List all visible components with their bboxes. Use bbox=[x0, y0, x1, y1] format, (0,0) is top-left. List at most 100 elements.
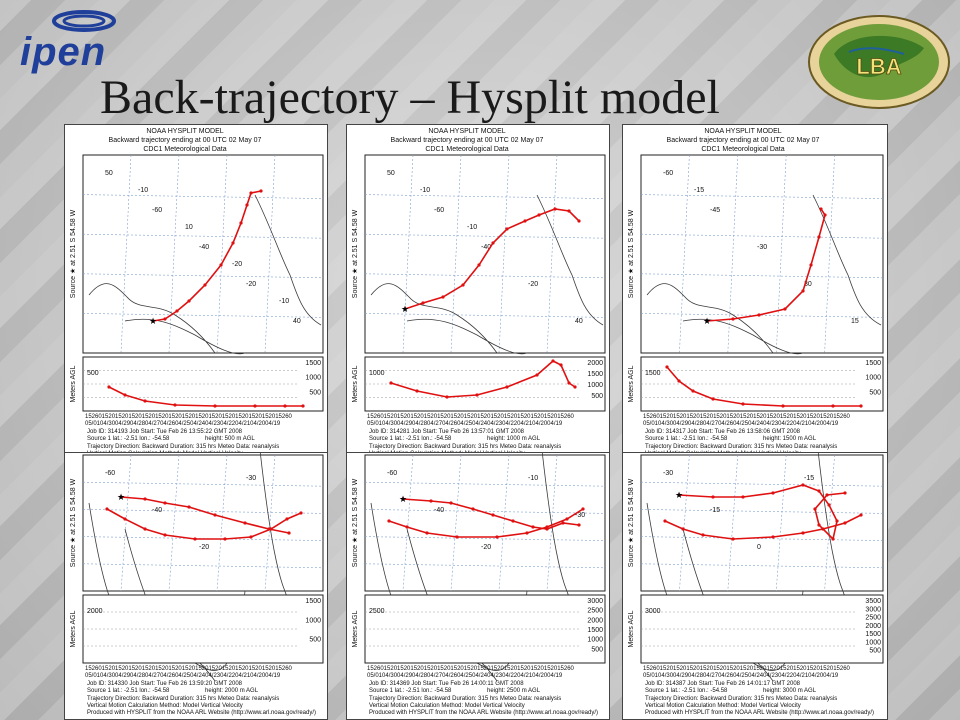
trajectory-point bbox=[801, 289, 805, 293]
trajectory-point bbox=[531, 525, 535, 529]
meters-agl-label: Meters AGL bbox=[352, 610, 359, 647]
profile-tick-label: 500 bbox=[591, 646, 603, 653]
meters-agl-label: Meters AGL bbox=[70, 365, 77, 402]
trajectory-point bbox=[429, 499, 433, 503]
produced-by-line: Produced with HYSPLIT from the NOAA ARL … bbox=[87, 710, 316, 716]
trajectory-point bbox=[287, 531, 291, 535]
trajectory-point bbox=[505, 227, 509, 231]
profile-point bbox=[677, 379, 681, 383]
trajectory-point bbox=[577, 219, 581, 223]
map-gridline bbox=[727, 454, 739, 592]
produced-by-line: Produced with HYSPLIT from the NOAA ARL … bbox=[369, 710, 598, 716]
trajectory-point bbox=[817, 489, 821, 493]
profile-tick-label: 500 bbox=[869, 648, 881, 655]
map-frame bbox=[82, 154, 324, 354]
map-grid-label: -10 bbox=[467, 224, 477, 231]
source-coords-line: Source 1 lat.: -2.51 lon.: -54.58 bbox=[369, 688, 452, 694]
lba-logo: LBA bbox=[804, 12, 954, 112]
source-coords-line: Source 1 lat.: -2.51 lon.: -54.58 bbox=[645, 436, 728, 442]
profile-tick-label: 3000 bbox=[587, 598, 603, 605]
trajectory-point bbox=[231, 241, 235, 245]
map-grid-label: -15 bbox=[804, 475, 814, 482]
map-grid-label: -30 bbox=[246, 475, 256, 482]
trajectory-direction-line: Trajectory Direction: Backward Duration:… bbox=[87, 696, 279, 702]
source-star-icon: ★ bbox=[399, 494, 407, 504]
trajectory-point bbox=[175, 309, 179, 313]
map-gridline bbox=[640, 313, 884, 318]
map-gridline bbox=[120, 454, 132, 592]
trajectory-point bbox=[461, 283, 465, 287]
release-height-line: height: 3000 m AGL bbox=[763, 688, 817, 694]
trajectory-point bbox=[711, 495, 715, 499]
source-coords-line: Source 1 lat.: -2.51 lon.: -54.58 bbox=[87, 436, 170, 442]
map-grid-label: -40 bbox=[199, 244, 209, 251]
profile-point bbox=[405, 525, 409, 529]
profile-point bbox=[559, 363, 563, 367]
trajectory-point bbox=[553, 207, 557, 211]
map-grid-label: -45 bbox=[710, 207, 720, 214]
trajectory-panel-5: -60 -40 -20 -10 -30 ★ Source ★ at 2.51 S 54.58… bbox=[346, 452, 610, 720]
time-axis-labels: 1526015201520152015201520152015201520152… bbox=[643, 414, 851, 420]
trajectory-point bbox=[523, 219, 527, 223]
source-star-icon: ★ bbox=[675, 490, 683, 500]
trajectory-point bbox=[537, 213, 541, 217]
trajectory-point bbox=[243, 521, 247, 525]
panel-graphic: NOAA HYSPLIT MODEL Backward trajectory en… bbox=[69, 128, 324, 455]
source-star-icon: ★ bbox=[401, 304, 409, 314]
panel-model-title: NOAA HYSPLIT MODEL bbox=[146, 128, 223, 135]
map-gridline bbox=[775, 454, 787, 592]
map-gridline bbox=[82, 273, 324, 279]
trajectory-point bbox=[245, 203, 249, 207]
map-gridline bbox=[216, 454, 228, 592]
ipen-logo-text: ipen bbox=[20, 30, 107, 74]
meters-agl-label: Meters AGL bbox=[352, 365, 359, 402]
trajectory-panel-6: -30 -15 0 -15 ★ Source ★ at 2.51 S 54.58 W Met… bbox=[622, 452, 888, 720]
date-axis-labels: 05/0104/3004/2904/2804/2704/2604/2504/24… bbox=[367, 421, 563, 427]
profile-point bbox=[781, 404, 785, 408]
profile-point bbox=[731, 537, 735, 541]
profile-point bbox=[455, 535, 459, 539]
map-gridline bbox=[824, 454, 835, 592]
trajectory-point bbox=[203, 283, 207, 287]
map-frame bbox=[364, 154, 606, 354]
source-label: Source ★ at 2.51 S 54.58 W bbox=[351, 209, 359, 298]
ipen-logo: ipen bbox=[14, 8, 134, 74]
source-star-icon: ★ bbox=[117, 492, 125, 502]
profile-tick-label: 1500 bbox=[865, 631, 881, 638]
profile-point bbox=[285, 517, 289, 521]
profile-point bbox=[859, 513, 863, 517]
trajectory-direction-line: Trajectory Direction: Backward Duration:… bbox=[369, 696, 561, 702]
profile-point bbox=[143, 399, 147, 403]
profile-point bbox=[535, 373, 539, 377]
map-grid-label: -15 bbox=[710, 507, 720, 514]
profile-point bbox=[681, 527, 685, 531]
profile-point bbox=[163, 533, 167, 537]
date-axis-labels: 05/0104/3004/2904/2804/2704/2604/2504/24… bbox=[85, 673, 281, 679]
profile-tick-label: 500 bbox=[309, 637, 321, 644]
job-id-line: Job ID: 314387 Job Start: Tue Feb 26 14:… bbox=[645, 681, 801, 687]
map-gridline bbox=[498, 454, 510, 592]
profile-point bbox=[301, 404, 305, 408]
meters-agl-label: Meters AGL bbox=[628, 610, 635, 647]
produced-by-line: Produced with HYSPLIT from the NOAA ARL … bbox=[645, 710, 874, 716]
trajectory-point bbox=[259, 189, 263, 193]
profile-point bbox=[249, 535, 253, 539]
map-gridline bbox=[546, 154, 558, 354]
trajectory-point bbox=[567, 209, 571, 213]
profile-point bbox=[105, 507, 109, 511]
profile-point bbox=[525, 531, 529, 535]
date-axis-labels: 05/0104/3004/2904/2804/2704/2604/2504/24… bbox=[85, 421, 281, 427]
trajectory-point bbox=[817, 523, 821, 527]
profile-point bbox=[415, 389, 419, 393]
page-title: Back-trajectory – Hysplit model bbox=[100, 71, 720, 124]
time-axis-labels: 1526015201520152015201520152015201520152… bbox=[643, 666, 851, 672]
profile-point bbox=[213, 404, 217, 408]
profile-point bbox=[771, 535, 775, 539]
trajectory-point bbox=[843, 491, 847, 495]
profile-point bbox=[123, 393, 127, 397]
trajectory-line bbox=[120, 496, 290, 534]
trajectory-point bbox=[823, 213, 827, 217]
profile-point bbox=[253, 404, 257, 408]
trajectory-point bbox=[151, 319, 155, 323]
trajectory-panel-2: NOAA HYSPLIT MODEL Backward trajectory en… bbox=[346, 124, 610, 456]
